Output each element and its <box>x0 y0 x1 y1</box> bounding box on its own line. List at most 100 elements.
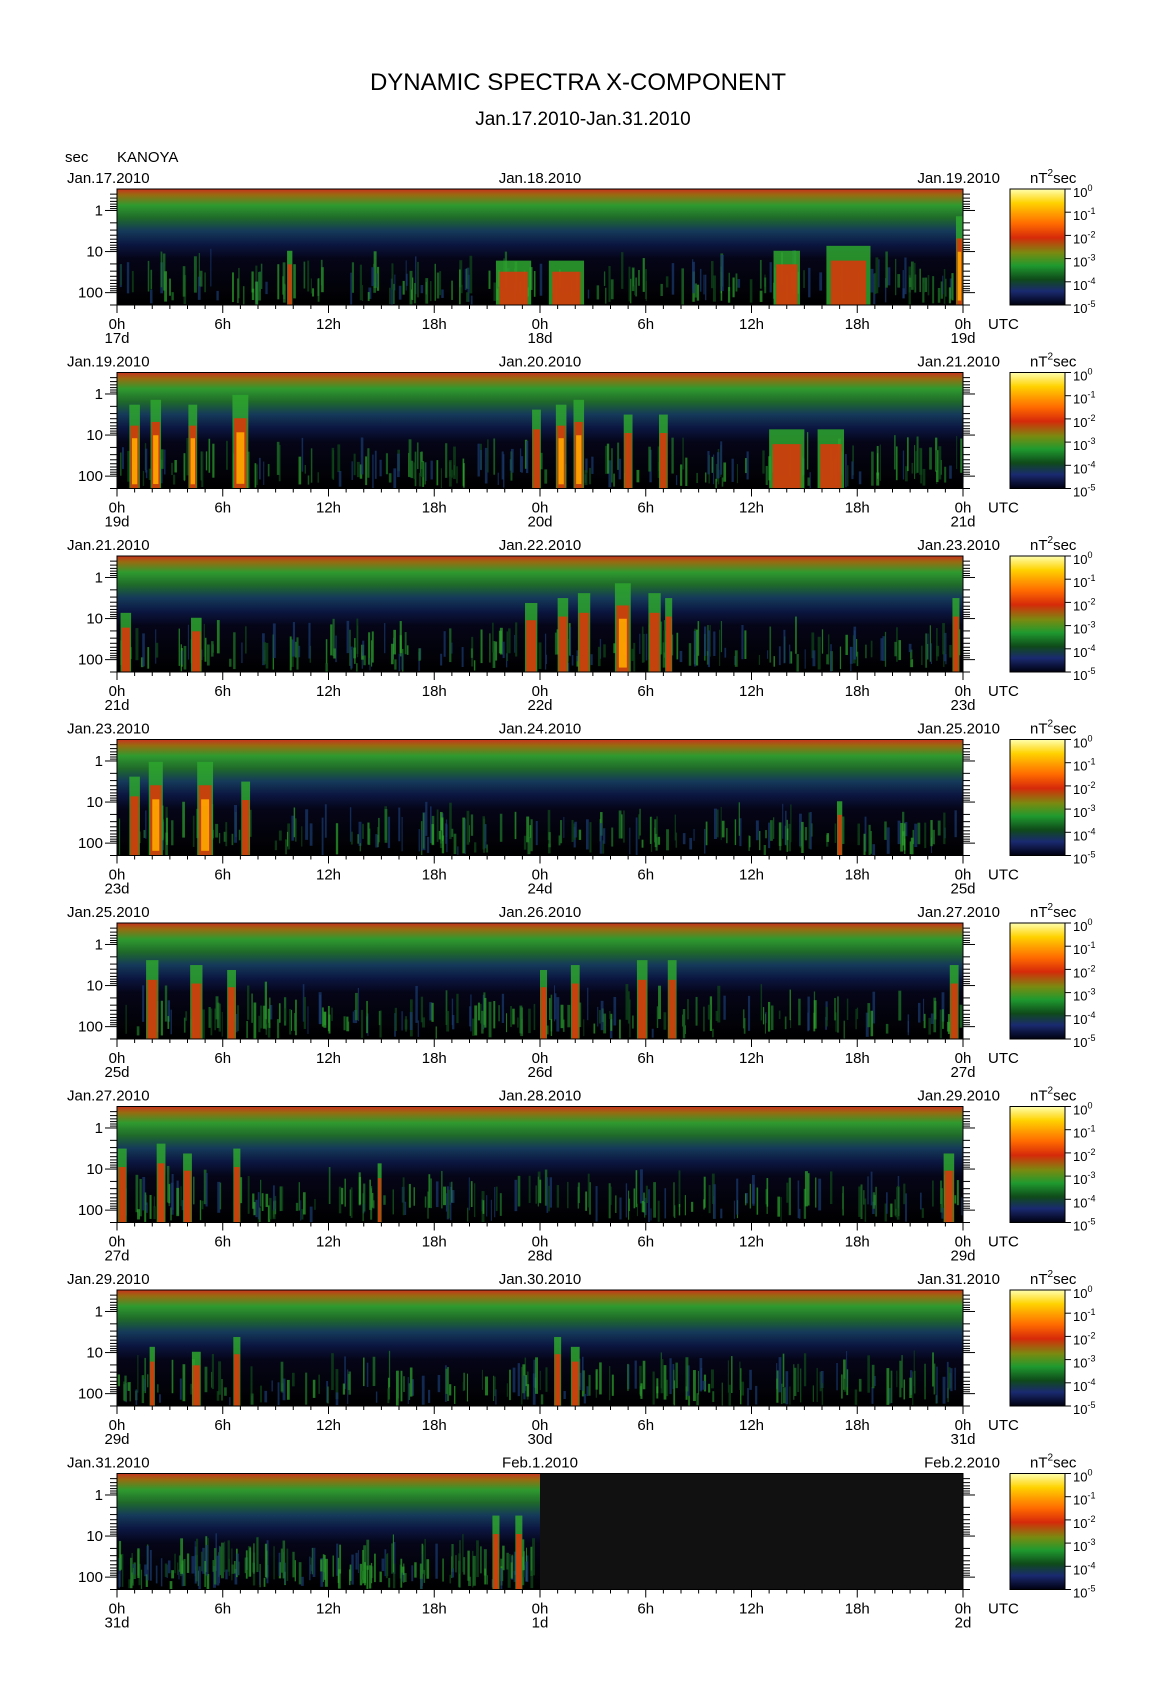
colorbar-tick-base: 10 <box>1073 1493 1087 1508</box>
colorbar-tick-exp: -5 <box>1087 483 1095 493</box>
event-core <box>659 433 667 489</box>
colorbar-tick-exp: 0 <box>1087 917 1092 927</box>
noise-streak <box>959 1004 963 1028</box>
noise-streak <box>540 1394 544 1405</box>
noise-streak <box>347 1021 350 1032</box>
noise-streak <box>413 462 416 480</box>
noise-streak <box>265 998 267 1030</box>
noise-streak <box>321 1007 324 1027</box>
noise-streak <box>559 820 563 844</box>
noise-streak <box>843 1378 847 1392</box>
noise-streak <box>224 1387 227 1396</box>
noise-streak <box>197 1570 199 1586</box>
noise-streak <box>495 1186 498 1212</box>
noise-streak <box>550 1018 553 1036</box>
noise-streak <box>532 1373 536 1405</box>
noise-streak <box>943 269 946 304</box>
x-tick-label: 18h <box>422 867 447 884</box>
noise-streak <box>350 646 353 669</box>
noise-streak <box>710 1369 714 1389</box>
noise-streak <box>468 1177 470 1211</box>
day-label-mid: 26d <box>527 1064 552 1081</box>
noise-streak <box>609 1365 611 1401</box>
noise-streak <box>949 465 952 479</box>
noise-streak <box>247 1176 250 1214</box>
event-core <box>493 1534 499 1590</box>
noise-streak <box>206 644 210 666</box>
noise-streak <box>462 463 465 488</box>
noise-streak <box>255 464 258 485</box>
noise-streak <box>330 624 333 656</box>
noise-streak <box>849 646 853 664</box>
noise-streak <box>264 1543 268 1578</box>
colorbar-tick-base: 10 <box>1073 1332 1087 1347</box>
noise-streak <box>312 288 315 297</box>
noise-streak <box>211 641 214 657</box>
noise-streak <box>372 1356 376 1387</box>
noise-streak <box>216 1002 220 1029</box>
noise-streak <box>636 469 640 483</box>
noise-streak <box>137 1209 140 1220</box>
noise-streak <box>285 839 287 855</box>
noise-streak <box>685 457 688 487</box>
colorbar <box>1009 372 1066 489</box>
colorbar-tick-exp: -2 <box>1087 963 1095 973</box>
noise-streak <box>548 1185 550 1212</box>
noise-streak <box>853 626 857 660</box>
noise-streak <box>727 287 731 303</box>
noise-streak <box>684 1195 686 1216</box>
noise-streak <box>193 256 197 293</box>
noise-streak <box>917 822 921 845</box>
noise-streak <box>314 1198 316 1210</box>
noise-streak <box>462 1382 465 1392</box>
noise-streak <box>583 1019 585 1037</box>
noise-streak <box>428 1389 431 1403</box>
noise-streak <box>639 808 641 836</box>
colorbar-tick-exp: -5 <box>1087 850 1095 860</box>
day-label-left: 27d <box>104 1248 129 1265</box>
noise-streak <box>398 807 401 842</box>
noise-streak <box>654 827 656 843</box>
noise-streak <box>466 1373 469 1402</box>
noise-streak <box>919 268 921 293</box>
colorbar-tick-label: 10-5 <box>1073 1584 1095 1601</box>
figure-subtitle: Jan.17.2010-Jan.31.2010 <box>475 109 691 130</box>
noise-streak <box>913 1350 915 1387</box>
noise-streak <box>770 1005 774 1031</box>
colorbar-unit-base: nT <box>1030 1271 1048 1288</box>
noise-streak <box>727 1360 729 1393</box>
noise-streak <box>445 819 448 838</box>
noise-streak <box>767 650 769 659</box>
noise-streak <box>257 1536 259 1572</box>
event-core <box>558 616 568 672</box>
noise-streak <box>470 814 474 836</box>
noise-streak <box>821 1383 824 1405</box>
noise-streak <box>539 1370 541 1391</box>
noise-streak <box>627 1363 629 1391</box>
noise-streak <box>699 1358 703 1392</box>
day-label-left: 25d <box>104 1064 129 1081</box>
noise-streak <box>528 1008 531 1034</box>
noise-streak <box>506 1383 508 1397</box>
noise-streak <box>436 460 439 486</box>
y-tick-label: 10 <box>86 611 103 628</box>
noise-streak <box>804 649 806 669</box>
noise-streak <box>276 441 280 475</box>
x-tick-label: 12h <box>739 1050 764 1067</box>
noise-streak <box>608 1183 611 1219</box>
noise-streak <box>294 641 297 658</box>
noise-streak <box>369 657 371 671</box>
noise-streak <box>610 279 614 300</box>
noise-streak <box>657 446 661 478</box>
noise-streak <box>387 816 391 849</box>
noise-streak <box>499 813 503 842</box>
noise-streak <box>424 1196 427 1208</box>
noise-streak <box>456 466 458 484</box>
noise-streak <box>526 1384 530 1397</box>
noise-streak <box>720 621 723 653</box>
noise-streak <box>320 259 323 286</box>
noise-streak <box>472 1555 476 1586</box>
day-label-right: 23d <box>950 697 975 714</box>
noise-streak <box>118 1540 122 1571</box>
noise-streak <box>782 803 784 839</box>
